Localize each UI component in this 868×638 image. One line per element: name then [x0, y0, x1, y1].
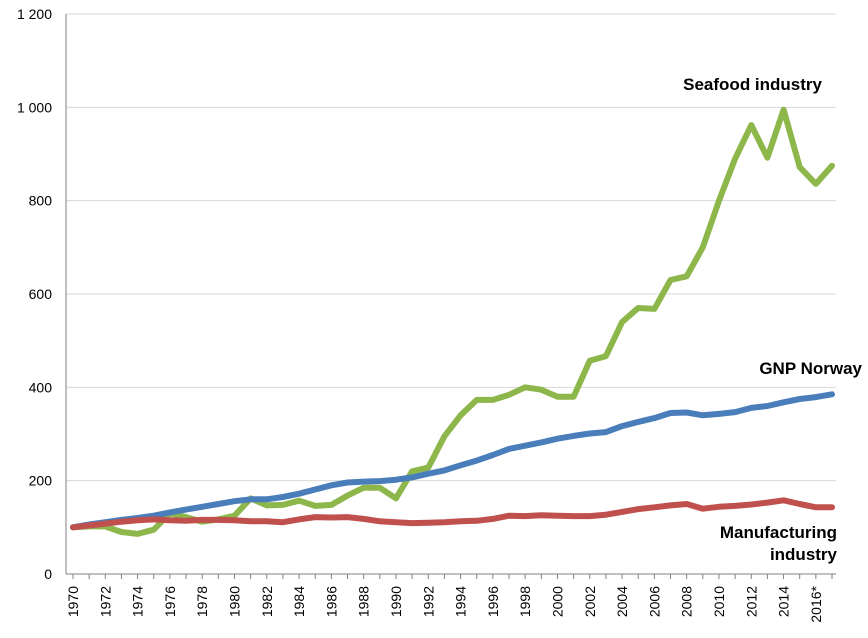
- x-tick-label: 2006: [646, 586, 662, 617]
- x-tick-label: 1990: [388, 586, 404, 617]
- x-tick-label: 1978: [194, 586, 210, 617]
- x-tick-label: 1998: [517, 586, 533, 617]
- series-label-manufacturing-industry: Manufacturing: [720, 523, 837, 542]
- x-tick-label: 2004: [614, 586, 630, 617]
- x-tick-label: 1970: [65, 586, 81, 617]
- x-tick-label: 1980: [226, 586, 242, 617]
- x-tick-label: 1982: [259, 586, 275, 617]
- y-tick-label: 1 000: [17, 99, 52, 115]
- y-tick-label: 1 200: [17, 6, 52, 22]
- series-label-seafood-industry: Seafood industry: [683, 75, 822, 94]
- series-lines: [70, 106, 835, 537]
- x-tick-label: 1974: [130, 586, 146, 617]
- x-tick-label: 1984: [291, 586, 307, 617]
- y-tick-label: 0: [44, 566, 52, 582]
- y-tick-label: 600: [29, 286, 53, 302]
- series-line-gnp-norway: [70, 391, 835, 531]
- x-tick-label: 1994: [453, 586, 469, 617]
- x-tick-label: 2014: [776, 586, 792, 617]
- x-tick-label: 1988: [356, 586, 372, 617]
- x-tick-label: 1996: [485, 586, 501, 617]
- x-tick-label: 2016*: [808, 585, 824, 622]
- series-line-manufacturing-industry: [70, 497, 835, 531]
- axes: 0 200 400 600 800 1 000 1 200 1970 1972 1974 1976 1…: [17, 6, 836, 623]
- y-tick-label: 800: [29, 193, 53, 209]
- x-tick-label: 2000: [549, 586, 565, 617]
- y-tick-label: 400: [29, 379, 53, 395]
- series-labels: Seafood industry GNP Norway Manufacturing i…: [683, 75, 862, 564]
- x-tick-label: 1976: [162, 586, 178, 617]
- x-tick-label: 2010: [711, 586, 727, 617]
- series-label-gnp-norway: GNP Norway: [759, 359, 862, 378]
- gridlines: [66, 13, 836, 482]
- x-tick-label: 1986: [323, 586, 339, 617]
- x-tick-label: 2012: [743, 586, 759, 617]
- x-tick-label: 1972: [97, 586, 113, 617]
- series-label-manufacturing-industry: industry: [770, 545, 838, 564]
- x-tick-label: 1992: [420, 586, 436, 617]
- x-tick-label: 2002: [582, 586, 598, 617]
- x-tick-label: 2008: [679, 586, 695, 617]
- y-tick-label: 200: [29, 473, 53, 489]
